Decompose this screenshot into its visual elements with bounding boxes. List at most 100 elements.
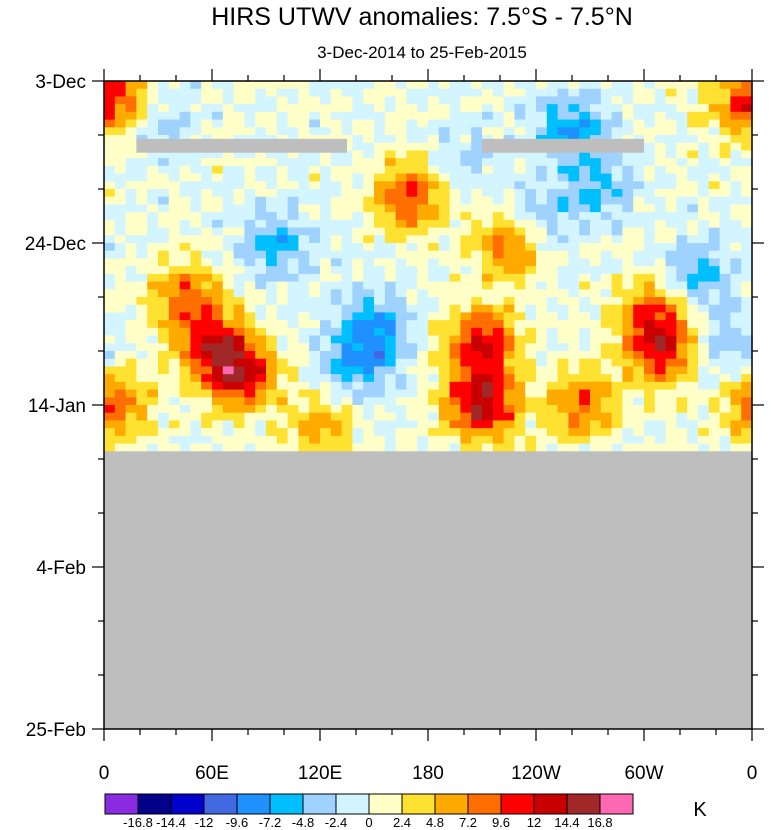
heatmap-cell	[687, 320, 699, 329]
heatmap-cell	[482, 181, 494, 190]
x-axis: 0 60E 120E 180 120W 60W 0	[99, 69, 757, 784]
heatmap-cell	[287, 327, 299, 337]
heatmap-cell	[719, 142, 731, 152]
heatmap-cell	[341, 104, 353, 113]
heatmap-cell	[363, 250, 375, 260]
heatmap-cell	[320, 381, 332, 391]
heatmap-cell	[384, 366, 397, 375]
heatmap-cell	[557, 381, 569, 391]
heatmap-cell	[546, 343, 559, 352]
heatmap-cell	[287, 88, 299, 98]
heatmap-cell	[287, 335, 299, 344]
heatmap-cell	[438, 81, 451, 90]
heatmap-cell	[125, 435, 137, 445]
heatmap-cell	[676, 312, 688, 321]
heatmap-cell	[687, 119, 699, 128]
heatmap-cell	[730, 297, 742, 306]
heatmap-cell	[482, 351, 494, 360]
heatmap-cell	[687, 250, 699, 260]
heatmap-cell	[644, 289, 656, 298]
heatmap-cell	[158, 389, 170, 398]
heatmap-cell	[611, 405, 623, 414]
heatmap-cell	[557, 165, 569, 175]
heatmap-cell	[384, 227, 397, 236]
heatmap-cell	[687, 88, 699, 98]
heatmap-cell	[503, 81, 515, 90]
heatmap-cell	[374, 104, 386, 113]
heatmap-cell	[158, 88, 170, 98]
heatmap-cell	[665, 281, 677, 290]
heatmap-cell	[568, 243, 580, 252]
heatmap-cell	[179, 358, 191, 368]
heatmap-cell	[190, 397, 202, 406]
heatmap-cell	[266, 266, 278, 275]
heatmap-cell	[125, 289, 137, 298]
heatmap-cell	[633, 435, 645, 445]
heatmap-cell	[460, 366, 472, 375]
heatmap-cell	[406, 212, 418, 221]
heatmap-cell	[298, 119, 310, 128]
heatmap-cell	[417, 142, 429, 152]
heatmap-cell	[374, 343, 386, 352]
heatmap-cell	[730, 304, 742, 314]
heatmap-cell	[147, 397, 159, 406]
heatmap-cell	[698, 150, 710, 159]
heatmap-cell	[104, 88, 116, 98]
heatmap-cell	[276, 165, 289, 175]
heatmap-cell	[611, 227, 623, 236]
heatmap-cell	[719, 297, 731, 306]
heatmap-cell	[482, 405, 494, 414]
heatmap-cell	[665, 320, 677, 329]
heatmap-cell	[719, 227, 731, 236]
heatmap-cell	[114, 358, 127, 368]
heatmap-cell	[114, 150, 127, 159]
heatmap-cell	[438, 258, 451, 267]
heatmap-cell	[255, 111, 267, 121]
heatmap-cell	[374, 397, 386, 406]
heatmap-cell	[352, 127, 364, 136]
heatmap-cell	[136, 88, 148, 98]
heatmap-cell	[287, 235, 299, 244]
heatmap-cell	[644, 173, 656, 182]
heatmap-cell	[395, 173, 407, 182]
heatmap-cell	[525, 212, 537, 221]
heatmap-cell	[546, 273, 559, 283]
heatmap-cell	[503, 181, 515, 190]
heatmap-cell	[298, 127, 310, 136]
heatmap-cell	[374, 281, 386, 290]
heatmap-cell	[395, 189, 407, 198]
heatmap-cell	[654, 81, 667, 90]
heatmap-cell	[406, 235, 418, 244]
heatmap-cell	[276, 335, 289, 344]
heatmap-cell	[600, 127, 613, 136]
heatmap-cell	[644, 243, 656, 252]
heatmap-cell	[417, 150, 429, 159]
heatmap-cell	[730, 266, 742, 275]
heatmap-cell	[330, 428, 343, 437]
heatmap-cell	[125, 412, 137, 422]
heatmap-cell	[201, 381, 213, 391]
heatmap-cell	[590, 258, 602, 267]
heatmap-cell	[147, 420, 159, 429]
heatmap-cell	[600, 81, 613, 90]
heatmap-cell	[557, 196, 569, 206]
heatmap-cell	[255, 104, 267, 113]
heatmap-cell	[330, 358, 343, 368]
heatmap-cell	[633, 96, 645, 105]
heatmap-cell	[741, 289, 753, 298]
heatmap-cell	[525, 243, 537, 252]
heatmap-cell	[266, 181, 278, 190]
heatmap-cell	[665, 119, 677, 128]
heatmap-cell	[158, 235, 170, 244]
heatmap-cell	[449, 96, 461, 105]
heatmap-cell	[190, 281, 202, 290]
heatmap-cell	[579, 243, 591, 252]
heatmap-cell	[492, 104, 505, 113]
heatmap-cell	[579, 165, 591, 175]
heatmap-cell	[730, 104, 742, 113]
heatmap-cell	[482, 104, 494, 113]
heatmap-cell	[374, 81, 386, 90]
heatmap-cell	[676, 420, 688, 429]
heatmap-cell	[460, 142, 472, 152]
heatmap-cell	[622, 327, 634, 337]
